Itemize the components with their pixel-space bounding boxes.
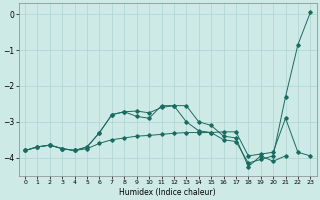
X-axis label: Humidex (Indice chaleur): Humidex (Indice chaleur)	[119, 188, 216, 197]
